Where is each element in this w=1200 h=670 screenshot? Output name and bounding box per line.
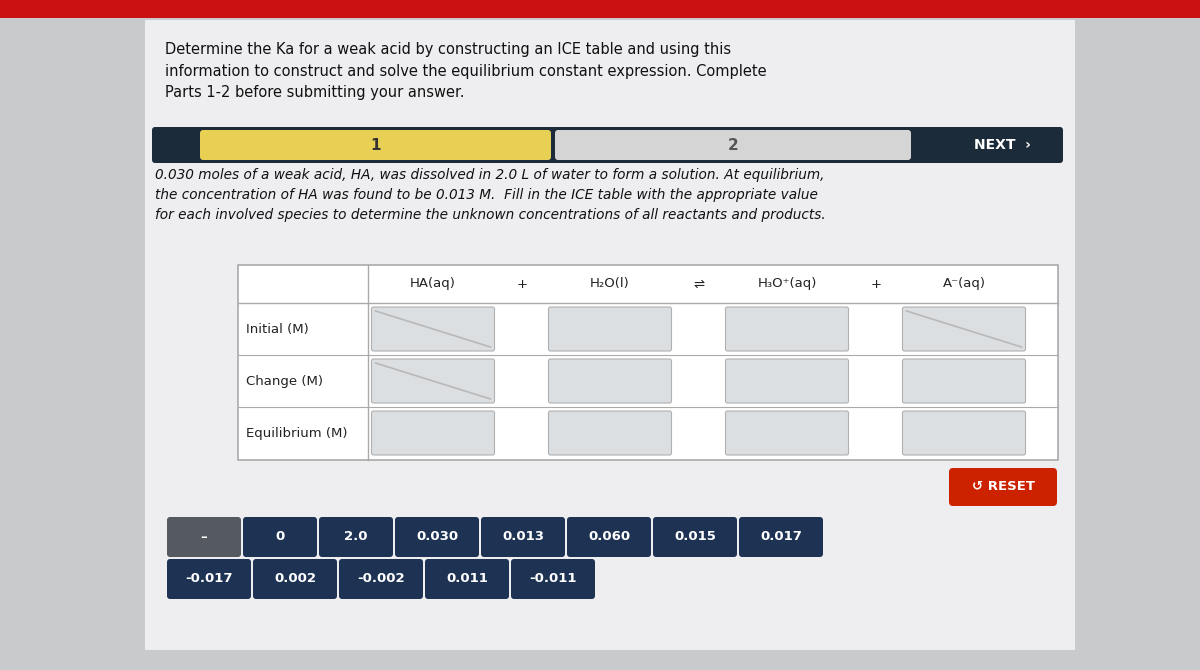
FancyBboxPatch shape xyxy=(242,517,317,557)
FancyBboxPatch shape xyxy=(372,359,494,403)
FancyBboxPatch shape xyxy=(152,127,1063,163)
FancyBboxPatch shape xyxy=(902,411,1026,455)
Text: 0.030: 0.030 xyxy=(416,531,458,543)
FancyBboxPatch shape xyxy=(481,517,565,557)
FancyBboxPatch shape xyxy=(372,307,494,351)
Text: -0.002: -0.002 xyxy=(358,572,404,586)
Text: 0.017: 0.017 xyxy=(760,531,802,543)
Text: –: – xyxy=(200,531,208,543)
FancyBboxPatch shape xyxy=(548,411,672,455)
FancyBboxPatch shape xyxy=(726,359,848,403)
Text: 2: 2 xyxy=(727,137,738,153)
FancyBboxPatch shape xyxy=(200,130,551,160)
FancyBboxPatch shape xyxy=(902,359,1026,403)
Text: Change (M): Change (M) xyxy=(246,375,323,387)
Text: -0.011: -0.011 xyxy=(529,572,577,586)
FancyBboxPatch shape xyxy=(253,559,337,599)
FancyBboxPatch shape xyxy=(726,411,848,455)
FancyBboxPatch shape xyxy=(653,517,737,557)
Text: 0: 0 xyxy=(275,531,284,543)
FancyBboxPatch shape xyxy=(511,559,595,599)
Text: H₂O(l): H₂O(l) xyxy=(590,277,630,291)
Text: 0.011: 0.011 xyxy=(446,572,488,586)
Text: HA(aq): HA(aq) xyxy=(410,277,456,291)
Text: ⇌: ⇌ xyxy=(694,277,704,291)
Text: A⁻(aq): A⁻(aq) xyxy=(942,277,985,291)
Bar xyxy=(145,20,1075,650)
FancyBboxPatch shape xyxy=(902,307,1026,351)
Text: +: + xyxy=(516,277,528,291)
Text: NEXT  ›: NEXT › xyxy=(973,138,1031,152)
FancyBboxPatch shape xyxy=(340,559,424,599)
Text: 0.030 moles of a weak acid, HA, was dissolved in 2.0 L of water to form a soluti: 0.030 moles of a weak acid, HA, was diss… xyxy=(155,168,826,222)
Text: 0.013: 0.013 xyxy=(502,531,544,543)
Text: 1: 1 xyxy=(371,137,380,153)
FancyBboxPatch shape xyxy=(568,517,650,557)
Text: 0.060: 0.060 xyxy=(588,531,630,543)
FancyBboxPatch shape xyxy=(739,517,823,557)
Bar xyxy=(0,0,1200,18)
Text: 2.0: 2.0 xyxy=(344,531,367,543)
FancyBboxPatch shape xyxy=(372,411,494,455)
Text: ↺ RESET: ↺ RESET xyxy=(972,480,1034,494)
FancyBboxPatch shape xyxy=(167,559,251,599)
Bar xyxy=(238,265,1058,460)
Text: Initial (M): Initial (M) xyxy=(246,322,308,336)
FancyBboxPatch shape xyxy=(319,517,394,557)
FancyBboxPatch shape xyxy=(554,130,911,160)
FancyBboxPatch shape xyxy=(167,517,241,557)
Text: +: + xyxy=(870,277,882,291)
Text: 0.015: 0.015 xyxy=(674,531,716,543)
Text: H₃O⁺(aq): H₃O⁺(aq) xyxy=(757,277,817,291)
FancyBboxPatch shape xyxy=(726,307,848,351)
Text: 0.002: 0.002 xyxy=(274,572,316,586)
Text: Determine the Ka for a weak acid by constructing an ICE table and using this
inf: Determine the Ka for a weak acid by cons… xyxy=(166,42,767,100)
Text: Equilibrium (M): Equilibrium (M) xyxy=(246,427,348,440)
FancyBboxPatch shape xyxy=(425,559,509,599)
FancyBboxPatch shape xyxy=(548,359,672,403)
FancyBboxPatch shape xyxy=(548,307,672,351)
Text: -0.017: -0.017 xyxy=(185,572,233,586)
FancyBboxPatch shape xyxy=(395,517,479,557)
FancyBboxPatch shape xyxy=(949,468,1057,506)
